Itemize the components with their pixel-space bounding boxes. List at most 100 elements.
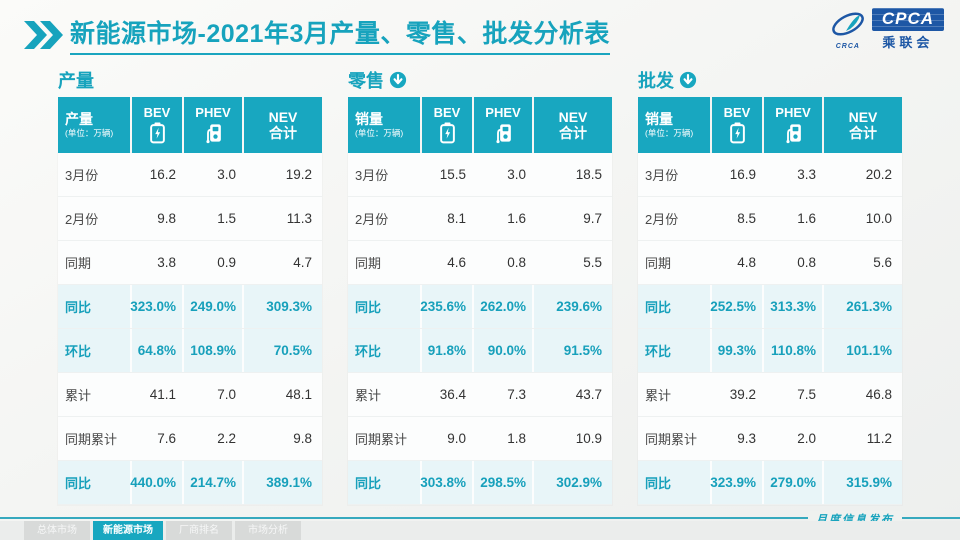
charger-icon — [786, 124, 801, 144]
cell-phev: 298.5% — [474, 461, 532, 504]
logo-cpca-text: CPCA — [871, 8, 944, 31]
table-header: 销量 (单位：万辆) BEV PHEV — [348, 97, 612, 153]
cell-nev: 9.7 — [583, 211, 602, 226]
table-row-highlight: 同比 323.9% 279.0% 315.9% — [638, 461, 902, 505]
header-unit: (单位：万辆) — [645, 128, 694, 139]
down-arrow-icon — [679, 71, 697, 89]
cell-nev: 10.9 — [575, 431, 602, 446]
cell-bev: 323.9% — [710, 461, 762, 504]
cell-bev: 9.0 — [447, 431, 466, 446]
cell-bev: 64.8% — [132, 329, 182, 372]
cell-bev: 8.1 — [447, 211, 466, 226]
cell-bev: 41.1 — [149, 387, 176, 402]
cell-bev: 7.6 — [157, 431, 176, 446]
table-row-highlight: 环比 91.8% 90.0% 91.5% — [348, 329, 612, 373]
table-row: 累计 36.4 7.3 43.7 — [348, 373, 612, 417]
header-cell-phev: PHEV — [474, 97, 532, 153]
logo-swoosh-icon: CRCA — [828, 9, 868, 50]
table-retail: 零售 销量 (单位：万辆) BEV — [348, 68, 612, 505]
table-body: 3月份 15.5 3.0 18.5 2月份 8.1 1.6 9.7 同期 4.6 0.8 5.5 … — [348, 153, 612, 505]
cell-nev: 315.9% — [824, 461, 902, 504]
cell-phev: 7.3 — [507, 387, 526, 402]
header-label: 销量 — [645, 111, 673, 128]
cell-phev: 313.3% — [764, 285, 822, 328]
table-row-highlight: 同比 323.0% 249.0% 309.3% — [58, 285, 322, 329]
down-arrow-icon — [389, 71, 407, 89]
header-cell-bev: BEV — [132, 97, 182, 153]
cell-phev: 110.8% — [764, 329, 822, 372]
section-title-wholesale: 批发 — [638, 68, 902, 92]
row-label: 累计 — [355, 388, 382, 403]
row-label: 同比 — [638, 461, 710, 504]
row-label: 同期累计 — [65, 432, 118, 447]
cell-phev: 0.8 — [797, 255, 816, 270]
cell-phev: 3.0 — [507, 167, 526, 182]
header-label: 产量 — [65, 111, 93, 128]
row-label: 累计 — [645, 388, 672, 403]
row-label: 2月份 — [65, 212, 99, 227]
row-label: 同期累计 — [645, 432, 698, 447]
table-row: 同期累计 7.6 2.2 9.8 — [58, 417, 322, 461]
header-cell-label: 销量 (单位：万辆) — [348, 97, 420, 153]
table-row: 累计 41.1 7.0 48.1 — [58, 373, 322, 417]
cell-bev: 4.6 — [447, 255, 466, 270]
cell-nev: 101.1% — [824, 329, 902, 372]
table-header: 产量 (单位：万辆) BEV PHEV — [58, 97, 322, 153]
tab-market-analysis[interactable]: 市场分析 — [235, 521, 301, 540]
cell-phev: 1.8 — [507, 431, 526, 446]
logo-wordmark: CPCA 乘联会 — [871, 8, 944, 51]
cell-nev: 48.1 — [285, 387, 312, 402]
cell-bev: 303.8% — [420, 461, 472, 504]
tab-oem-ranking[interactable]: 厂商排名 — [166, 521, 232, 540]
table-row-highlight: 同比 303.8% 298.5% 302.9% — [348, 461, 612, 505]
row-label: 3月份 — [645, 168, 679, 183]
row-label: 2月份 — [645, 212, 679, 227]
table-row: 3月份 15.5 3.0 18.5 — [348, 153, 612, 197]
row-label: 3月份 — [355, 168, 389, 183]
table-row: 同期 4.8 0.8 5.6 — [638, 241, 902, 285]
cell-phev: 3.3 — [797, 167, 816, 182]
cell-bev: 16.2 — [149, 167, 176, 182]
nev-label-1: NEV — [268, 108, 298, 125]
row-label: 累计 — [65, 388, 92, 403]
row-label: 同期 — [65, 256, 92, 271]
cell-bev: 36.4 — [439, 387, 466, 402]
table-row: 2月份 9.8 1.5 11.3 — [58, 197, 322, 241]
cell-nev: 309.3% — [244, 285, 322, 328]
tab-overall-market[interactable]: 总体市场 — [24, 521, 90, 540]
cell-nev: 5.5 — [583, 255, 602, 270]
phev-label: PHEV — [485, 104, 521, 120]
cell-phev: 1.5 — [217, 211, 236, 226]
cell-bev: 99.3% — [712, 329, 762, 372]
row-label: 3月份 — [65, 168, 99, 183]
table-row: 同期 3.8 0.9 4.7 — [58, 241, 322, 285]
table-row-highlight: 环比 99.3% 110.8% 101.1% — [638, 329, 902, 373]
cell-nev: 20.2 — [865, 167, 892, 182]
footer-nav: 总体市场 新能源市场 厂商排名 市场分析 — [0, 521, 960, 540]
footer-divider — [0, 517, 960, 519]
row-label: 同比 — [58, 461, 130, 504]
header-cell-nev: NEV 合计 — [244, 97, 322, 153]
title-bar: 新能源市场-2021年3月产量、零售、批发分析表 — [24, 14, 610, 55]
cell-bev: 9.8 — [157, 211, 176, 226]
table-body: 3月份 16.2 3.0 19.2 2月份 9.8 1.5 11.3 同期 3.8 0.9 4.7… — [58, 153, 322, 505]
battery-icon — [149, 122, 165, 144]
cell-nev: 302.9% — [534, 461, 612, 504]
table-production: 产量 产量 (单位：万辆) BEV PHEV — [58, 68, 322, 505]
table-row-highlight: 同比 252.5% 313.3% 261.3% — [638, 285, 902, 329]
row-label: 环比 — [58, 329, 130, 372]
tab-nev-market[interactable]: 新能源市场 — [93, 521, 163, 540]
row-label: 同比 — [58, 285, 130, 328]
cell-nev: 389.1% — [244, 461, 322, 504]
section-title-text: 零售 — [348, 71, 384, 91]
cell-phev: 214.7% — [184, 461, 242, 504]
cell-nev: 10.0 — [865, 211, 892, 226]
row-label: 2月份 — [355, 212, 389, 227]
cell-nev: 4.7 — [293, 255, 312, 270]
section-title-retail: 零售 — [348, 68, 612, 92]
page-title-bold: 新能源市场 — [70, 20, 198, 48]
table-row: 2月份 8.5 1.6 10.0 — [638, 197, 902, 241]
charger-icon — [206, 124, 221, 144]
cell-bev: 440.0% — [130, 461, 182, 504]
cell-nev: 5.6 — [873, 255, 892, 270]
